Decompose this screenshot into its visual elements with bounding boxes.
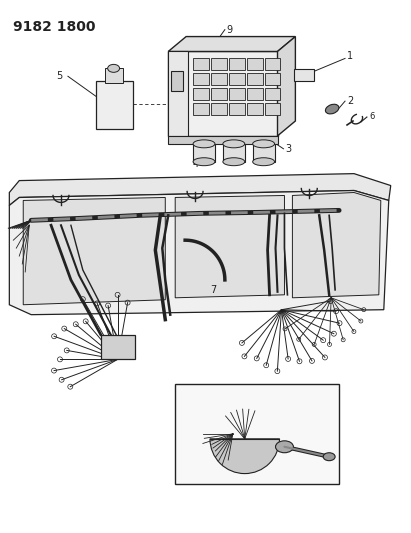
Bar (229, 88, 245, 100)
Ellipse shape (253, 140, 275, 148)
Bar (265, 74, 280, 85)
Bar (193, 103, 209, 115)
Bar (168, 136, 277, 144)
Text: 1: 1 (347, 51, 353, 61)
Bar (101, 335, 136, 359)
Bar (211, 88, 227, 100)
Polygon shape (292, 192, 381, 298)
Bar (193, 88, 209, 100)
Polygon shape (277, 37, 296, 136)
Text: 4: 4 (193, 159, 199, 169)
Text: 6: 6 (195, 461, 201, 470)
Bar (168, 52, 277, 136)
Text: 3: 3 (286, 144, 291, 154)
Ellipse shape (223, 158, 245, 166)
Text: 9182 1800: 9182 1800 (13, 20, 96, 34)
Bar (229, 74, 245, 85)
Bar (171, 71, 183, 91)
Ellipse shape (326, 104, 339, 114)
Bar (265, 59, 280, 70)
Ellipse shape (275, 441, 293, 453)
Bar (193, 59, 209, 70)
Bar (247, 88, 263, 100)
Ellipse shape (193, 140, 215, 148)
Ellipse shape (253, 158, 275, 166)
Text: 9: 9 (227, 25, 233, 35)
Bar (265, 103, 280, 115)
Bar (175, 384, 339, 483)
Ellipse shape (108, 64, 120, 72)
Bar (265, 88, 280, 100)
Polygon shape (9, 190, 389, 314)
Polygon shape (175, 196, 284, 298)
Text: 7: 7 (210, 285, 216, 295)
Ellipse shape (193, 158, 215, 166)
Bar (105, 68, 122, 83)
Bar (247, 74, 263, 85)
Wedge shape (210, 439, 279, 474)
Text: 8: 8 (267, 394, 272, 403)
Text: 6: 6 (369, 111, 374, 120)
Bar (253, 144, 275, 161)
Bar (211, 59, 227, 70)
Bar (96, 81, 134, 129)
Text: 5: 5 (56, 71, 62, 82)
Bar (247, 103, 263, 115)
Text: 2: 2 (347, 96, 353, 106)
Bar (168, 52, 188, 136)
Bar (294, 69, 314, 81)
Bar (193, 144, 215, 161)
Bar (211, 103, 227, 115)
Bar (211, 74, 227, 85)
Polygon shape (9, 174, 391, 205)
Polygon shape (23, 197, 165, 305)
Polygon shape (168, 37, 296, 52)
Ellipse shape (323, 453, 335, 461)
Bar (229, 103, 245, 115)
Bar (223, 144, 245, 161)
Ellipse shape (223, 140, 245, 148)
Bar (247, 59, 263, 70)
Bar (193, 74, 209, 85)
Bar (229, 59, 245, 70)
